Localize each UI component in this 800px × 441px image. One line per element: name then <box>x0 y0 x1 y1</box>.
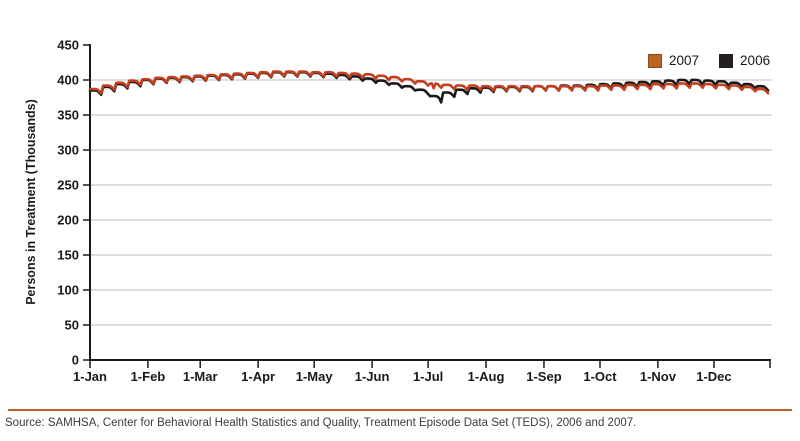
x-tick-label-1-Jul: 1-Jul <box>413 369 443 384</box>
y-axis-title: Persons in Treatment (Thousands) <box>24 99 38 305</box>
x-tick-label-1-Apr: 1-Apr <box>241 369 275 384</box>
series-line-2007 <box>88 70 770 95</box>
x-tick-label-1-Sep: 1-Sep <box>526 369 561 384</box>
y-tick-label-300: 300 <box>57 143 79 158</box>
series-line-2006 <box>88 70 770 104</box>
legend-item-2007: 2007 <box>648 53 699 68</box>
legend-swatch-2007 <box>648 53 662 68</box>
x-tick-label-1-Feb: 1-Feb <box>131 369 166 384</box>
x-tick-label-1-Dec: 1-Dec <box>696 369 731 384</box>
y-tick-label-150: 150 <box>57 248 79 263</box>
y-tick-label-400: 400 <box>57 73 79 88</box>
y-tick-label-350: 350 <box>57 108 79 123</box>
accent-rule-divider <box>8 409 792 411</box>
x-tick-label-1-Jan: 1-Jan <box>73 369 107 384</box>
source-note: Source: SAMHSA, Center for Behavioral He… <box>5 417 637 429</box>
x-tick-label-1-Oct: 1-Oct <box>583 369 617 384</box>
y-tick-label-100: 100 <box>57 283 79 298</box>
y-tick-label-0: 0 <box>72 353 79 368</box>
legend-label-2006: 2006 <box>740 53 771 68</box>
legend-item-2006: 2006 <box>719 53 770 68</box>
x-tick-label-1-Jun: 1-Jun <box>355 369 390 384</box>
legend-label-2007: 2007 <box>669 53 700 68</box>
y-tick-label-200: 200 <box>57 213 79 228</box>
legend: 2007 2006 <box>648 53 770 68</box>
legend-swatch-2006 <box>719 53 734 68</box>
y-tick-label-450: 450 <box>57 38 79 53</box>
y-tick-label-250: 250 <box>57 178 79 193</box>
x-tick-label-1-Nov: 1-Nov <box>640 369 677 384</box>
x-tick-label-1-May: 1-May <box>296 369 334 384</box>
y-tick-label-50: 50 <box>65 318 79 333</box>
x-tick-label-1-Aug: 1-Aug <box>468 369 505 384</box>
x-tick-label-1-Mar: 1-Mar <box>183 369 218 384</box>
